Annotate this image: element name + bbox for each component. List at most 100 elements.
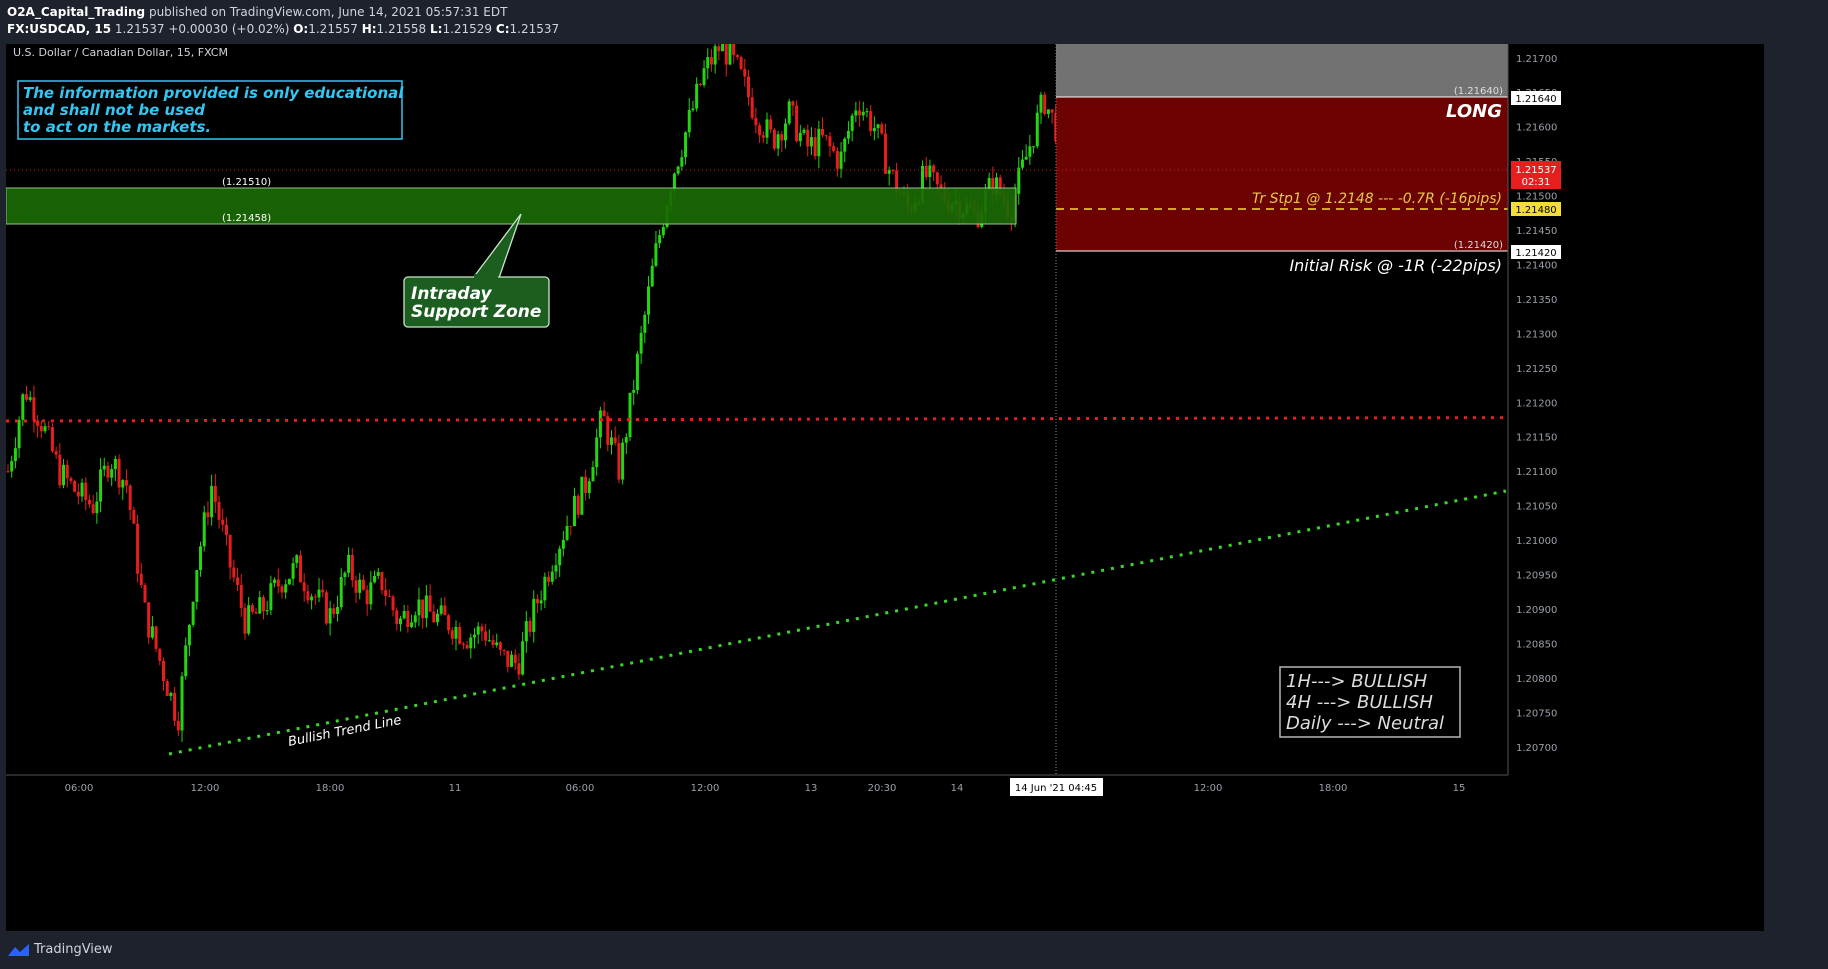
candle-body (609, 437, 613, 445)
candle-body (280, 586, 284, 593)
candle-body (365, 589, 369, 605)
tradingview-logo-icon[interactable] (7, 942, 31, 958)
bias-box[interactable]: 1H---> BULLISH 4H ---> BULLISH Daily ---… (1279, 666, 1461, 738)
candle-body (62, 464, 66, 486)
candle-body (236, 577, 240, 585)
candle-body (406, 611, 410, 628)
bullish-trend-line[interactable] (168, 489, 1507, 756)
candle-body (1050, 109, 1054, 113)
chart-header: O2A_Capital_Trading published on Trading… (0, 0, 1828, 44)
price-tick: 1.21400 (1516, 260, 1557, 271)
trail-price-badge: 1.21480 (1511, 202, 1561, 216)
candle-body (284, 584, 288, 593)
target-price-badge: 1.21640 (1511, 91, 1561, 105)
candle-body (276, 579, 280, 587)
trail-badge-text: 1.21480 (1515, 205, 1556, 216)
candle-body (920, 165, 924, 203)
candle-body (54, 451, 58, 455)
candle-body (1039, 94, 1043, 113)
candle-body (758, 125, 762, 136)
zone-top-label: (1.21510) (222, 177, 271, 188)
candle-body (698, 83, 702, 86)
candle-body (447, 615, 451, 631)
candle-body (521, 641, 525, 675)
candle-body (43, 426, 47, 432)
price-tick: 1.21700 (1516, 54, 1557, 65)
candle-body (317, 589, 321, 598)
price-tick: 1.20700 (1516, 743, 1557, 754)
candle-body (158, 648, 162, 662)
candle-body (13, 448, 17, 462)
candle-body (73, 481, 77, 492)
candle-body (580, 476, 584, 515)
candle-body (239, 584, 243, 608)
candle-body (443, 605, 447, 616)
author-name[interactable]: O2A_Capital_Trading (7, 5, 146, 19)
candle-body (684, 132, 688, 158)
candle-body (572, 495, 576, 527)
symbol-label[interactable]: FX:USDCAD, 15 (7, 22, 112, 36)
support-zone[interactable] (5, 187, 1017, 225)
candle-body (110, 469, 114, 478)
candle-body (321, 589, 325, 593)
candle-body (991, 178, 995, 195)
candle-body (547, 576, 551, 582)
time-axis[interactable]: 06:00 12:00 18:00 11 06:00 12:00 13 20:30 14 12:0… (6, 774, 1508, 796)
chart-pane[interactable]: (1.21510) (1.21458) Intraday Support Zon… (5, 27, 1765, 931)
candle-body (576, 495, 580, 515)
candle-body (995, 177, 999, 195)
price-chart[interactable]: (1.21510) (1.21458) Intraday Support Zon… (5, 27, 1765, 931)
candle-body (891, 170, 895, 172)
candle-body (739, 57, 743, 69)
candle-body (347, 554, 351, 573)
candle-body (380, 572, 384, 591)
candle-body (465, 645, 469, 649)
candle-body (132, 509, 136, 524)
time-axis-ticks: 06:00 12:00 18:00 11 06:00 12:00 13 20:30 14 12:0… (65, 783, 1466, 794)
price-tick: 1.21200 (1516, 398, 1557, 409)
publish-info: O2A_Capital_Trading published on Trading… (7, 5, 507, 19)
target-zone[interactable] (1056, 44, 1508, 97)
candle-body (106, 465, 110, 478)
candle-body (398, 618, 402, 625)
zone-bottom-label: (1.21458) (222, 213, 271, 224)
candle-body (287, 578, 291, 585)
candle-body (639, 332, 643, 354)
candle-body (769, 119, 773, 130)
candle-body (621, 442, 625, 480)
candle-body (247, 605, 251, 634)
price-tick: 1.21350 (1516, 295, 1557, 306)
candle-body (469, 637, 473, 649)
support-callout[interactable]: Intraday Support Zone (403, 213, 550, 328)
long-position-zone[interactable] (1056, 97, 1508, 251)
candle-body (232, 567, 236, 578)
callout-line-1: Intraday (411, 284, 493, 304)
candle-body (295, 555, 299, 564)
candle-body (361, 579, 365, 590)
candle-body (124, 480, 128, 486)
target-badge-text: 1.21640 (1515, 94, 1556, 105)
price-tick: 1.21150 (1516, 433, 1557, 444)
candle-body (743, 68, 747, 77)
candle-body (561, 539, 565, 549)
candle-body (139, 573, 143, 586)
candle-body (832, 146, 836, 151)
candle-body (650, 265, 654, 287)
candle-body (473, 634, 477, 638)
candle-body (813, 137, 817, 157)
candle-body (632, 390, 636, 393)
candle-body (517, 663, 521, 675)
price-axis[interactable]: 1.217001.216501.216001.215501.215001.214… (1507, 44, 1764, 931)
disclaimer-box[interactable]: The information provided is only educati… (17, 80, 404, 140)
footer-brand[interactable]: TradingView (34, 942, 113, 957)
candle-body (780, 134, 784, 141)
candle-body (1017, 167, 1021, 194)
candle-body (721, 39, 725, 52)
candle-body (25, 394, 29, 400)
candle-body (99, 469, 103, 502)
time-tick: 12:00 (1194, 783, 1223, 794)
candle-body (254, 611, 258, 614)
candle-body (484, 631, 488, 641)
price-change: +0.00030 (+0.02%) (168, 22, 290, 36)
candle-body (387, 595, 391, 597)
